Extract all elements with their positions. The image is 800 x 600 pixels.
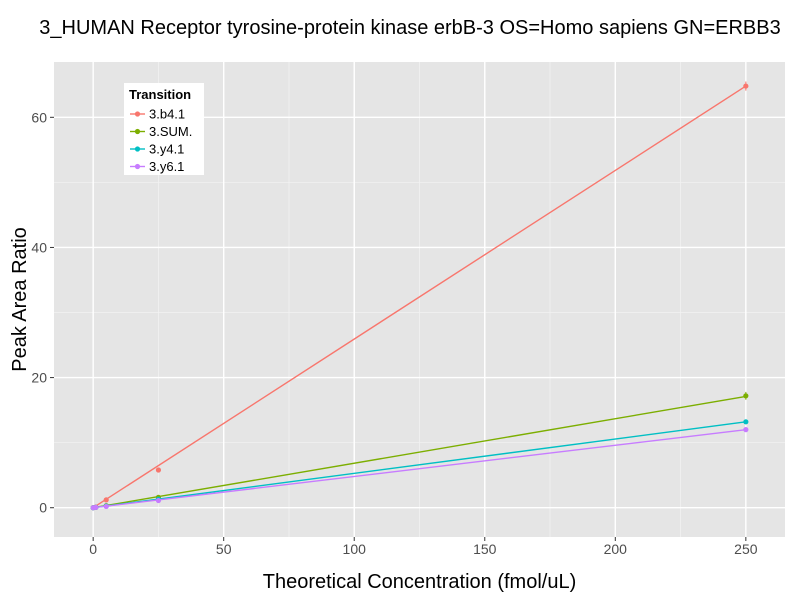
y-axis-ticks: 0 20 40 60 xyxy=(31,109,54,516)
series-layer xyxy=(90,81,749,511)
legend-item-3.SUM.: 3.SUM. xyxy=(130,124,192,139)
series-point xyxy=(103,503,109,510)
y-tick-label: 40 xyxy=(31,239,47,255)
series-fit-line xyxy=(92,85,747,509)
x-axis-title: Theoretical Concentration (fmol/uL) xyxy=(263,571,576,593)
series-point xyxy=(93,504,99,510)
legend-title: Transition xyxy=(129,87,191,102)
y-axis-title: Peak Area Ratio xyxy=(9,227,31,372)
legend-label: 3.y6.1 xyxy=(149,159,184,174)
x-tick-label: 50 xyxy=(216,541,232,557)
x-tick-label: 100 xyxy=(343,541,367,557)
series-point xyxy=(743,393,749,399)
legend-item-3.y6.1: 3.y6.1 xyxy=(130,159,184,174)
legend-key-point xyxy=(134,163,141,170)
legend-key-point xyxy=(134,128,141,135)
legend-label: 3.b4.1 xyxy=(149,107,185,122)
legend-item-3.y4.1: 3.y4.1 xyxy=(130,142,184,157)
x-tick-label: 200 xyxy=(604,541,628,557)
legend-label: 3.SUM. xyxy=(149,124,192,139)
legend-items: 3.b4.1 3.SUM. 3.y4.1 3.y6.1 xyxy=(130,107,192,174)
y-tick-label: 20 xyxy=(31,370,47,386)
series-fit-line xyxy=(93,421,746,509)
chart-title: 3_HUMAN Receptor tyrosine-protein kinase… xyxy=(39,17,780,39)
series-point xyxy=(155,467,162,473)
series-point xyxy=(743,419,749,425)
series-point xyxy=(743,427,749,433)
legend: Transition 3.b4.1 3.SUM. 3.y4.1 3.y6.1 xyxy=(124,83,204,175)
y-tick-label: 0 xyxy=(39,500,47,516)
legend-label: 3.y4.1 xyxy=(149,142,184,157)
series-fit-line xyxy=(93,395,746,509)
series-point xyxy=(743,83,749,89)
series-fit-line xyxy=(93,428,746,509)
series-3.y6.1 xyxy=(90,427,749,511)
y-tick-label: 60 xyxy=(31,109,47,125)
legend-item-3.b4.1: 3.b4.1 xyxy=(130,107,185,122)
legend-key-point xyxy=(134,111,141,117)
x-tick-label: 250 xyxy=(734,541,758,557)
x-tick-label: 0 xyxy=(89,541,97,557)
x-tick-label: 150 xyxy=(473,541,497,557)
x-axis-ticks: 0 50 100 150 200 250 xyxy=(89,537,758,557)
series-point xyxy=(103,497,109,503)
legend-key-point xyxy=(134,146,141,152)
series-point xyxy=(155,497,162,504)
